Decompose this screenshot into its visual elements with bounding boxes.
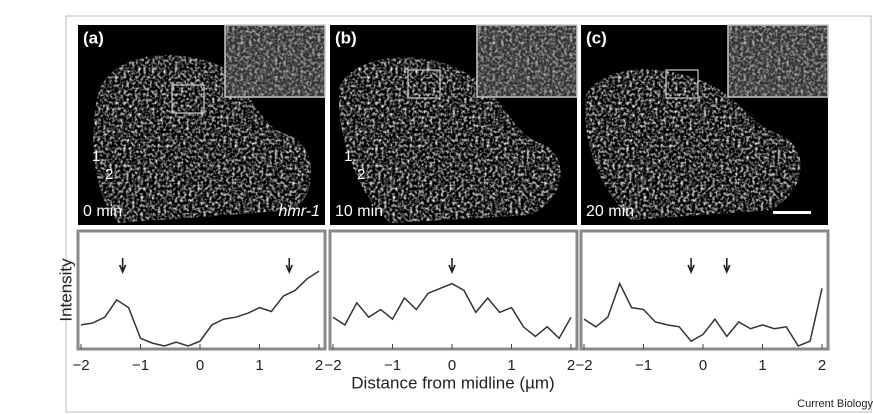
arrow [687, 258, 695, 275]
x-tick-label: 0 [448, 357, 456, 374]
inset-texture [226, 26, 324, 96]
x-label: Distance from midline (µm) [351, 373, 554, 392]
inset-texture [729, 26, 827, 96]
x-tick-label: −2 [575, 357, 592, 374]
gene-label: hmr-1 [279, 203, 321, 220]
plot-frame [579, 229, 830, 351]
figure-frame [65, 15, 872, 413]
arrow [448, 258, 456, 275]
cell-image [339, 57, 561, 223]
x-tick-label: −1 [384, 357, 401, 374]
micrograph: (b) 10 min 12 [330, 24, 578, 225]
scale-bar [773, 211, 811, 214]
x-tick-label: 0 [699, 357, 707, 374]
roi-box [407, 69, 441, 99]
marker-label: 2 [357, 166, 365, 183]
x-tick-label: −1 [635, 357, 652, 374]
marker-label: 1 [92, 148, 100, 165]
panel-label: (a) [83, 28, 104, 47]
x-tick-label: 2 [818, 357, 826, 374]
x-tick-label: −1 [132, 357, 149, 374]
intensity-profile [583, 281, 823, 347]
x-tick-label: −2 [324, 357, 341, 374]
micrograph: (c) 20 min [581, 24, 829, 225]
panel-label: (b) [335, 28, 357, 47]
marker-label: 2 [105, 166, 113, 183]
x-tick-label: 2 [567, 357, 575, 374]
arrow [723, 258, 731, 275]
x-tick-label: 2 [315, 357, 323, 374]
x-tick-label: −2 [72, 357, 89, 374]
roi-box [171, 84, 205, 114]
credit: Current Biology [797, 398, 873, 410]
x-tick-label: 1 [507, 357, 515, 374]
x-tick-label: 0 [196, 357, 204, 374]
time-label: 10 min [335, 203, 383, 220]
time-label: 20 min [586, 203, 634, 220]
intensity-profile [332, 282, 572, 340]
plot-frame [328, 229, 579, 351]
micrograph: (a) 0 min hmr-1 12 [78, 24, 326, 225]
marker-label: 1 [344, 148, 352, 165]
panel-label: (c) [586, 28, 607, 47]
cell-image [585, 69, 801, 220]
x-tick-label: 1 [255, 357, 263, 374]
plot-frame [76, 229, 327, 351]
y-label: Intensity [56, 258, 75, 322]
cell-image [93, 55, 312, 223]
time-label: 0 min [83, 203, 122, 220]
intensity-profile [80, 270, 320, 347]
arrow [285, 258, 293, 275]
roi-box [665, 69, 699, 99]
inset-texture [478, 26, 576, 96]
arrow [118, 258, 127, 275]
x-tick-label: 1 [758, 357, 766, 374]
